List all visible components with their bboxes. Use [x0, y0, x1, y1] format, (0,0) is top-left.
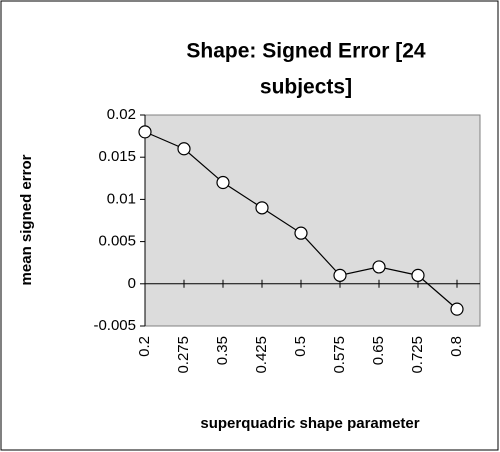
y-axis-label: mean signed error: [18, 154, 35, 285]
chart-title: Shape: Signed Error [24: [186, 40, 426, 63]
y-tick-label: 0.005: [98, 233, 136, 250]
data-point: [372, 260, 386, 274]
plot-area: [144, 114, 481, 327]
y-tick-label: 0.02: [107, 106, 136, 123]
y-tick-label: -0.005: [93, 317, 136, 334]
data-point: [177, 142, 191, 156]
x-tick-label: 0.65: [370, 336, 387, 365]
data-point: [450, 302, 464, 316]
data-point: [216, 175, 230, 190]
x-tick-label: 0.5: [292, 336, 309, 357]
data-point: [411, 268, 425, 282]
chart-title: subjects]: [260, 76, 352, 99]
data-point: [294, 226, 308, 240]
x-tick-label: 0.2: [136, 336, 153, 357]
y-tick-label: 0: [128, 275, 136, 292]
y-tick-label: 0.01: [107, 190, 136, 207]
x-tick-label: 0.725: [409, 336, 426, 374]
x-tick-label: 0.575: [331, 336, 348, 374]
x-tick-label: 0.425: [253, 336, 270, 374]
data-point: [255, 201, 269, 215]
x-tick-label: 0.275: [175, 336, 192, 374]
x-tick-label: 0.35: [214, 336, 231, 365]
data-point: [333, 268, 347, 282]
x-tick-label: 0.8: [448, 336, 465, 357]
data-point: [138, 125, 152, 139]
y-tick-label: 0.015: [98, 148, 136, 165]
x-axis-label: superquadric shape parameter: [200, 415, 419, 432]
